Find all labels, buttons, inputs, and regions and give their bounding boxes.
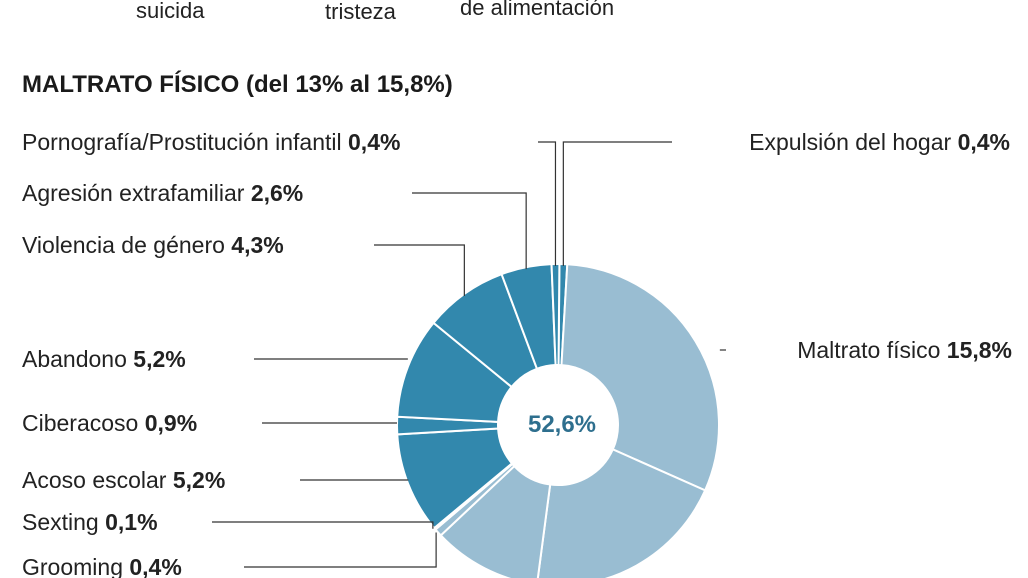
label-name: Violencia de género xyxy=(22,232,231,258)
label-value: 4,3% xyxy=(231,232,283,258)
label-maltrato-f-sico: Maltrato físico 15,8% xyxy=(797,337,1012,363)
leader-lines xyxy=(212,141,726,568)
top-label-tristeza: tristeza xyxy=(325,0,397,24)
label-agresi-n-extrafamiliar: Agresión extrafamiliar 2,6% xyxy=(22,180,303,206)
label-name: Expulsión del hogar xyxy=(749,129,957,155)
slice-unlabeled-2 xyxy=(536,448,707,578)
leader-line xyxy=(412,192,527,270)
label-abandono: Abandono 5,2% xyxy=(22,346,186,372)
label-violencia-de-g-nero: Violencia de género 4,3% xyxy=(22,232,284,258)
label-grooming: Grooming 0,4% xyxy=(22,554,182,578)
leader-line xyxy=(244,532,437,568)
label-sexting: Sexting 0,1% xyxy=(22,509,158,535)
label-ciberacoso: Ciberacoso 0,9% xyxy=(22,410,197,436)
label-acoso-escolar: Acoso escolar 5,2% xyxy=(22,467,225,493)
donut-slices xyxy=(396,262,720,578)
leader-line xyxy=(562,141,672,266)
label-name: Maltrato físico xyxy=(797,337,947,363)
slice-pornograf-a-prostituci-n-infantil xyxy=(550,263,561,367)
center-percentage: 52,6% xyxy=(528,411,596,438)
label-value: 5,2% xyxy=(133,346,185,372)
label-name: Pornografía/Prostitución infantil xyxy=(22,129,348,155)
label-name: Agresión extrafamiliar xyxy=(22,180,251,206)
label-value: 0,4% xyxy=(348,129,400,155)
top-label-suicida: suicida xyxy=(136,0,205,23)
label-value: 0,9% xyxy=(145,410,197,436)
label-value: 0,4% xyxy=(129,554,181,578)
label-name: Ciberacoso xyxy=(22,410,145,436)
section-title: MALTRATO FÍSICO (del 13% al 15,8%) xyxy=(22,70,453,98)
label-name: Grooming xyxy=(22,554,129,578)
label-expulsi-n-del-hogar: Expulsión del hogar 0,4% xyxy=(749,129,1010,155)
label-name: Sexting xyxy=(22,509,105,535)
slice-labels: Expulsión del hogar 0,4% Maltrato físico … xyxy=(22,129,1012,578)
label-value: 5,2% xyxy=(173,467,225,493)
label-value: 2,6% xyxy=(251,180,303,206)
leader-line xyxy=(212,521,434,529)
leader-line xyxy=(374,244,465,297)
top-label-alimentacion: de alimentación xyxy=(460,0,614,20)
leader-line xyxy=(538,141,557,266)
label-name: Acoso escolar xyxy=(22,467,173,493)
label-pornograf-a-prostituci-n-infantil: Pornografía/Prostitución infantil 0,4% xyxy=(22,129,400,155)
label-value: 0,1% xyxy=(105,509,157,535)
label-value: 15,8% xyxy=(947,337,1012,363)
label-value: 0,4% xyxy=(958,129,1010,155)
label-name: Abandono xyxy=(22,346,133,372)
slice-maltrato-f-sico xyxy=(560,263,720,492)
